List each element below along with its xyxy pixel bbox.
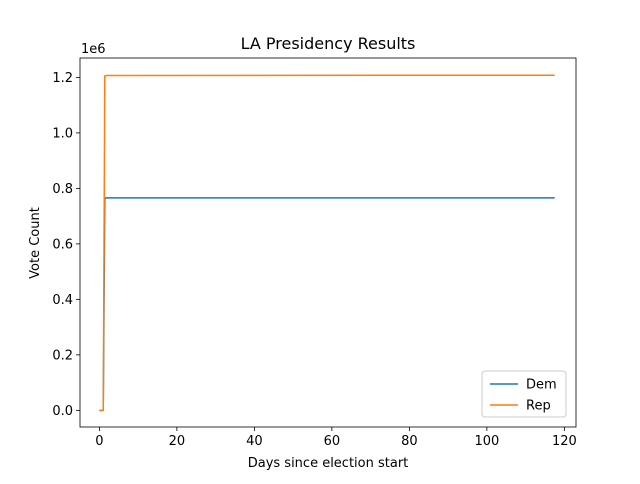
y-tick-label: 1.0 [52, 126, 73, 141]
legend-label-rep: Rep [526, 399, 551, 414]
x-axis-label: Days since election start [248, 456, 409, 471]
y-offset-label: 1e6 [81, 42, 106, 57]
y-tick-label: 0.2 [52, 348, 73, 363]
y-axis-label: Vote Count [28, 207, 43, 279]
y-tick-label: 0.0 [52, 404, 73, 419]
axes-frame [79, 57, 577, 428]
x-tick-label: 0 [95, 434, 103, 449]
chart-title: LA Presidency Results [241, 34, 416, 53]
x-tick-label: 20 [169, 434, 186, 449]
x-tick-label: 100 [474, 434, 499, 449]
x-tick-label: 40 [246, 434, 263, 449]
x-tick-label: 120 [552, 434, 577, 449]
legend-label-dem: Dem [526, 378, 557, 393]
plot-area: 0 20 40 60 80 100 120 0.0 0.2 0.4 0.6 0.8 1.0 1.2 Dem R… [52, 57, 577, 449]
y-tick-label: 0.4 [52, 293, 73, 308]
y-tick-label: 0.8 [52, 182, 73, 197]
x-tick-label: 60 [324, 434, 341, 449]
y-tick-label: 0.6 [52, 237, 73, 252]
series-line-rep [99, 74, 555, 412]
x-tick-label: 80 [401, 434, 418, 449]
y-tick-label: 1.2 [52, 71, 73, 86]
